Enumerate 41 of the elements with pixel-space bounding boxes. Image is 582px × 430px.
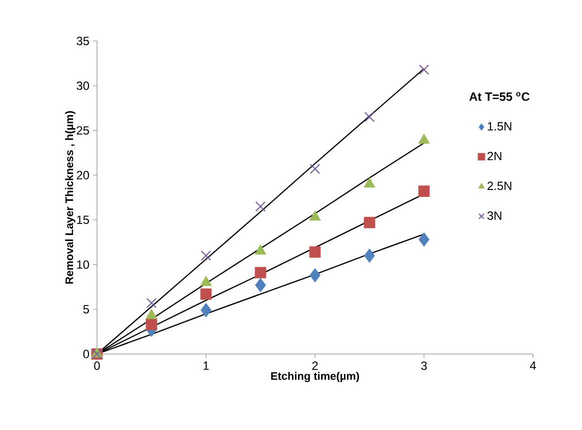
point: [146, 298, 157, 308]
y-tick-label: 10: [77, 260, 90, 269]
point: [146, 318, 158, 330]
y-axis-title: Removal Layer Thickness , h(µm): [65, 111, 76, 284]
y-tick-label: 25: [76, 126, 89, 135]
legend-label: 2N: [488, 152, 502, 160]
point: [200, 250, 212, 261]
point: [310, 164, 320, 174]
y-tick-label: 20: [76, 170, 90, 180]
y-tick-label: 0: [83, 350, 90, 358]
point: [255, 201, 266, 212]
x-tick-label: 4: [530, 362, 536, 370]
point: [255, 278, 266, 292]
point: [254, 244, 266, 255]
x-tick-label: 0: [94, 362, 100, 370]
y-tick-label: 30: [76, 81, 90, 90]
x-tick-label: 2: [312, 362, 318, 370]
legend-label: 2.5N: [488, 182, 512, 190]
y-tick-label: 35: [76, 36, 89, 46]
point: [309, 210, 321, 221]
point: [200, 303, 212, 318]
point: [309, 246, 321, 258]
y-tick-label: 5: [83, 305, 89, 314]
y-tick-label: 15: [77, 216, 89, 224]
point: [418, 232, 430, 247]
text: At T=55 $^{o}$C: [469, 92, 530, 101]
legend-label: 3N: [487, 211, 502, 220]
x-tick-label: 3: [421, 362, 427, 370]
point: [364, 216, 376, 228]
point: [418, 186, 430, 197]
point: [364, 177, 376, 188]
point: [364, 248, 375, 263]
x-axis-title: Etching time(µm): [271, 372, 360, 382]
x-tick-label: 1: [204, 362, 209, 370]
legend-label: 1.5N: [488, 122, 512, 131]
point: [200, 288, 212, 300]
point: [418, 134, 430, 144]
point: [254, 266, 266, 278]
point: [418, 64, 430, 75]
point: [364, 112, 375, 122]
point: [310, 268, 320, 282]
